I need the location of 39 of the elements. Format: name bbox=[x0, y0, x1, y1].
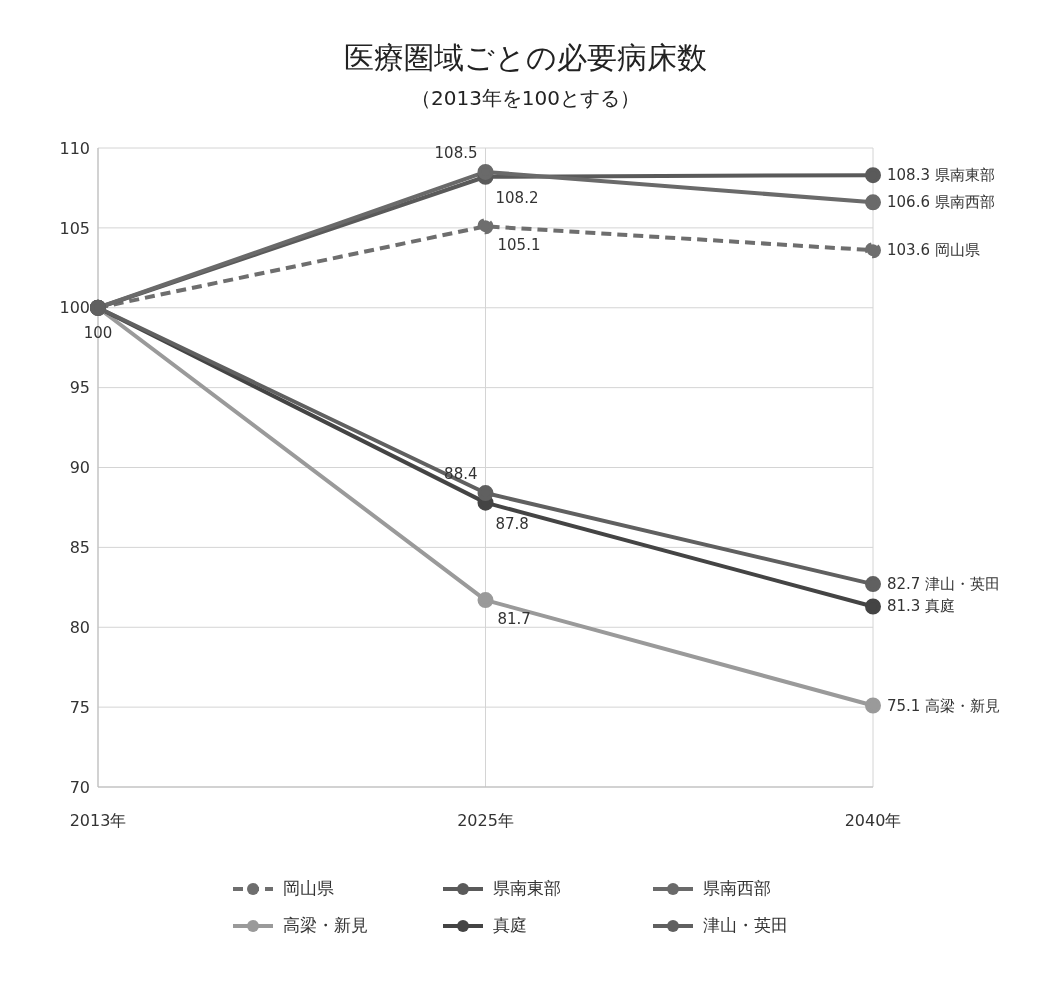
data-label: 108.2 bbox=[495, 188, 539, 207]
chart-title: 医療圏域ごとの必要病床数 bbox=[343, 39, 708, 77]
legend-label: 県南東部 bbox=[492, 877, 561, 900]
text: 津山・英田 bbox=[925, 575, 1001, 594]
data-label: 88.4 bbox=[444, 465, 478, 484]
text: 県南東部 bbox=[934, 166, 995, 185]
data-label: 100 bbox=[83, 323, 113, 342]
data-label: 75.1 bbox=[887, 696, 921, 715]
y-tick-label: 80 bbox=[69, 617, 90, 637]
data-label: 81.3 bbox=[887, 597, 921, 616]
y-tick-label: 75 bbox=[69, 697, 90, 717]
y-tick-label: 95 bbox=[69, 378, 90, 398]
text: 県南西部 bbox=[934, 193, 995, 212]
y-tick-label: 100 bbox=[59, 298, 90, 318]
y-tick-label: 70 bbox=[69, 777, 90, 797]
legend-label: 高梁・新見 bbox=[282, 914, 368, 937]
legend-label: 県南西部 bbox=[702, 877, 771, 900]
x-tick-label: 2040年 bbox=[844, 811, 902, 831]
text: 高梁・新見 bbox=[925, 696, 1001, 715]
data-label: 82.7 bbox=[887, 575, 921, 594]
data-label: 103.6 bbox=[887, 241, 930, 260]
data-label: 87.8 bbox=[495, 514, 529, 533]
data-label: 105.1 bbox=[497, 236, 541, 255]
x-tick-label: 2025年 bbox=[457, 811, 514, 831]
x-tick-label: 2013年 bbox=[69, 811, 127, 831]
data-label: 108.5 bbox=[434, 143, 478, 162]
legend-label: 岡山県 bbox=[282, 877, 334, 900]
data-label: 108.3 bbox=[887, 166, 930, 185]
y-tick-label: 110 bbox=[59, 138, 90, 158]
y-tick-label: 90 bbox=[69, 458, 90, 478]
data-label: 81.7 bbox=[497, 610, 531, 629]
chart-subtitle: （2013年を100とする） bbox=[409, 85, 642, 112]
legend-label: 真庭 bbox=[492, 914, 527, 937]
legend-label: 津山・英田 bbox=[702, 914, 788, 937]
data-label: 106.6 bbox=[887, 193, 930, 212]
text: 真庭 bbox=[925, 597, 956, 616]
y-tick-label: 85 bbox=[69, 538, 90, 558]
text: 岡山県 bbox=[934, 241, 980, 260]
y-tick-label: 105 bbox=[59, 218, 90, 238]
